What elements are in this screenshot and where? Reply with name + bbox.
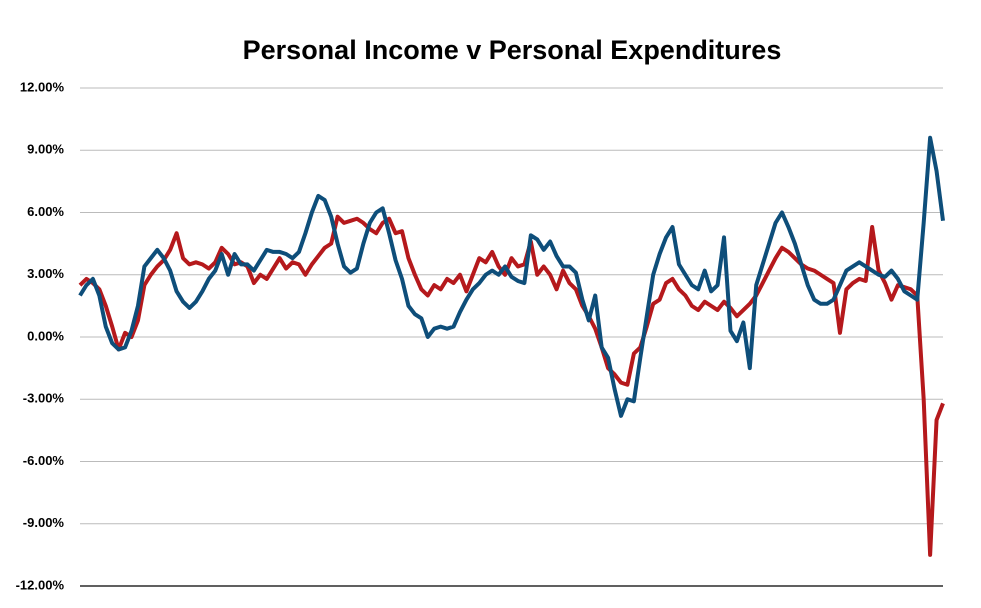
y-tick-label: 6.00% bbox=[27, 204, 64, 219]
y-tick-label: 9.00% bbox=[27, 142, 64, 157]
y-tick-label: 3.00% bbox=[27, 266, 64, 281]
chart-title: Personal Income v Personal Expenditures bbox=[243, 35, 782, 65]
y-tick-label: -6.00% bbox=[23, 453, 65, 468]
y-tick-label: -12.00% bbox=[16, 577, 65, 592]
line-series bbox=[78, 214, 945, 557]
line-series bbox=[78, 135, 945, 418]
y-tick-label: 12.00% bbox=[20, 79, 65, 94]
y-tick-label: 0.00% bbox=[27, 328, 64, 343]
y-tick-label: -3.00% bbox=[23, 391, 65, 406]
y-tick-label: -9.00% bbox=[23, 515, 65, 530]
